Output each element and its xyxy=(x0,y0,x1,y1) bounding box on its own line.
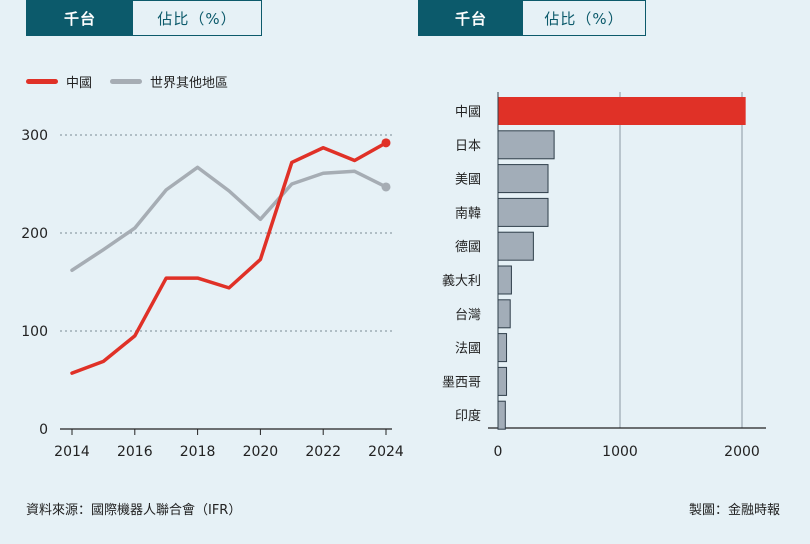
bar-category-label: 義大利 xyxy=(442,273,481,289)
line-chart-x-tick-label: 2022 xyxy=(305,444,341,460)
toggle-share-percent-right[interactable]: 佔比（%） xyxy=(523,1,645,35)
line-chart-legend: 中國 世界其他地區 xyxy=(26,72,246,91)
legend-label-china: 中國 xyxy=(66,76,93,91)
bar-chart-x-tick-label: 0 xyxy=(494,444,503,460)
line-series-rest xyxy=(70,165,388,272)
line-endpoint-china xyxy=(381,138,391,148)
bar-chart-x-tick-label: 1000 xyxy=(602,444,638,460)
bar-category-label: 德國 xyxy=(455,240,481,255)
bar-category-label: 法國 xyxy=(455,342,481,357)
source-note: 資料來源：國際機器人聯合會（IFR） xyxy=(26,503,242,518)
line-chart-y-tick-label: 300 xyxy=(21,128,48,144)
bar-1 xyxy=(498,97,746,125)
bar-6 xyxy=(497,265,512,295)
toggle-thousand-units-left[interactable]: 千台 xyxy=(27,1,133,35)
line-chart-x-tick-label: 2024 xyxy=(368,444,404,460)
legend-swatch-rest xyxy=(110,79,143,84)
toggle-thousand-units-right[interactable]: 千台 xyxy=(419,1,523,35)
bar-2 xyxy=(497,130,555,160)
line-chart-x-tick-label: 2018 xyxy=(180,444,216,460)
bar-4 xyxy=(497,197,549,227)
legend-label-rest: 世界其他地區 xyxy=(150,76,229,91)
line-chart-y-tick-label: 200 xyxy=(21,226,48,242)
bar-category-label: 美國 xyxy=(455,173,481,188)
bar-5 xyxy=(497,231,534,261)
unit-toggle-right: 千台 佔比（%） xyxy=(418,0,646,36)
bar-9 xyxy=(497,366,508,396)
line-chart-y-tick-label: 0 xyxy=(39,422,48,438)
line-chart-y-tick-label: 100 xyxy=(21,324,48,340)
bar-chart-x-tick-label: 2000 xyxy=(724,444,760,460)
legend-item-china: 中國 xyxy=(26,72,92,91)
bar-3 xyxy=(497,164,549,194)
line-chart-x-tick-label: 2014 xyxy=(54,444,90,460)
bar-category-label: 印度 xyxy=(455,408,481,424)
bar-7 xyxy=(497,299,511,329)
bar-10 xyxy=(497,400,506,430)
line-endpoint-rest xyxy=(381,182,391,192)
line-chart-x-tick-label: 2020 xyxy=(243,444,279,460)
bar-category-label: 中國 xyxy=(455,105,481,120)
bar-category-label: 台灣 xyxy=(455,308,481,323)
legend-item-rest: 世界其他地區 xyxy=(110,72,228,91)
bar-category-label: 日本 xyxy=(455,139,481,154)
line-chart-x-tick-label: 2016 xyxy=(117,444,153,460)
bar-8 xyxy=(497,333,508,363)
line-series-china xyxy=(70,141,388,375)
legend-swatch-china xyxy=(26,79,58,84)
unit-toggle-left: 千台 佔比（%） xyxy=(26,0,262,36)
bar-category-label: 南韓 xyxy=(455,205,481,221)
toggle-share-percent-left[interactable]: 佔比（%） xyxy=(133,1,261,35)
bar-category-label: 墨西哥 xyxy=(442,375,481,390)
graphic-credit: 製圖：金融時報 xyxy=(688,503,780,518)
